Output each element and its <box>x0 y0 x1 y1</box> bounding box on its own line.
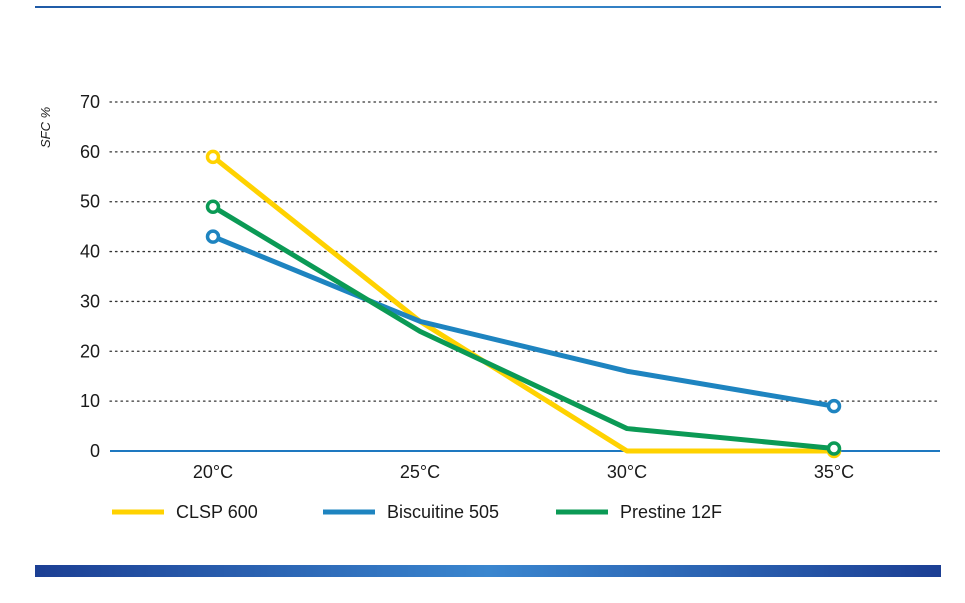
y-tick-label: 30 <box>80 291 100 311</box>
y-axis-ticks: 0 10 20 30 40 50 60 70 <box>80 92 100 461</box>
grid-lines <box>109 101 941 402</box>
sfc-line-chart: 0 10 20 30 40 50 60 70 SFC % 20°C 25°C 30°C 35°C C… <box>38 92 941 522</box>
y-tick-label: 0 <box>90 441 100 461</box>
y-tick-label: 10 <box>80 391 100 411</box>
x-axis-ticks: 20°C 25°C 30°C 35°C <box>193 462 854 482</box>
legend-label: Prestine 12F <box>620 502 722 522</box>
top-rule <box>35 6 941 8</box>
data-point <box>205 149 221 165</box>
legend: CLSP 600 Biscuitine 505 Prestine 12F <box>112 502 722 522</box>
y-tick-label: 70 <box>80 92 100 112</box>
series-prestine-12f <box>205 199 842 456</box>
legend-label: CLSP 600 <box>176 502 258 522</box>
y-tick-label: 20 <box>80 341 100 361</box>
x-tick-label: 35°C <box>814 462 854 482</box>
data-point <box>826 441 842 456</box>
series-line <box>210 154 837 454</box>
y-tick-label: 60 <box>80 142 100 162</box>
bottom-band <box>35 565 941 577</box>
series-clsp-600 <box>205 149 842 459</box>
x-tick-label: 25°C <box>400 462 440 482</box>
data-point <box>205 229 221 244</box>
series-lines <box>205 149 842 459</box>
series-biscuitine-505 <box>205 229 842 414</box>
data-point <box>826 398 842 414</box>
y-axis-label: SFC % <box>38 107 53 148</box>
series-line <box>210 234 837 409</box>
legend-label: Biscuitine 505 <box>387 502 499 522</box>
x-tick-label: 30°C <box>607 462 647 482</box>
data-point <box>205 199 221 214</box>
y-tick-label: 50 <box>80 192 100 212</box>
y-tick-label: 40 <box>80 242 100 262</box>
x-tick-label: 20°C <box>193 462 233 482</box>
series-line <box>210 204 837 452</box>
